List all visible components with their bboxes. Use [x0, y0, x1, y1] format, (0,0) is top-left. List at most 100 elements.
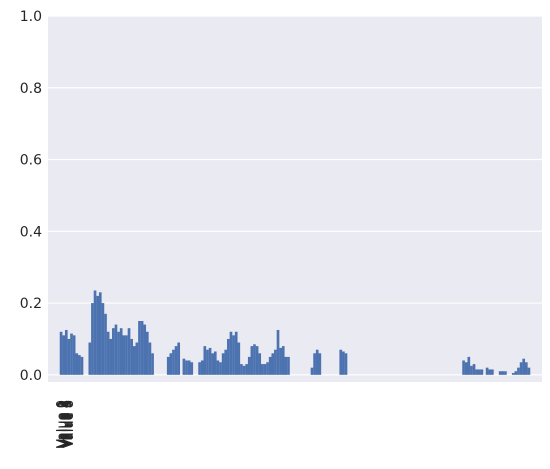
bar: [242, 365, 246, 375]
bar: [315, 349, 319, 375]
bar: [237, 342, 241, 375]
bar: [75, 353, 79, 375]
bar: [96, 295, 99, 375]
bar: [119, 328, 123, 375]
x-tick-label: Value 5: [60, 400, 75, 448]
x-tick-label: Value 4: [59, 400, 74, 448]
y-tick-label: 0.6: [20, 153, 42, 169]
bar: [240, 364, 243, 375]
bar: [221, 353, 225, 375]
bar: [501, 371, 505, 375]
bar: [313, 353, 316, 375]
y-tick-label: 1.0: [20, 9, 42, 25]
bar: [112, 328, 115, 375]
x-tick-label: Value 7: [61, 400, 76, 448]
bar: [88, 342, 92, 375]
bar: [274, 349, 277, 375]
bar: [135, 342, 139, 375]
bar: [318, 353, 322, 375]
bar: [527, 367, 531, 375]
bar: [203, 346, 207, 375]
bar: [200, 360, 204, 375]
bar: [169, 353, 173, 375]
bar: [475, 369, 478, 375]
bar: [172, 349, 175, 375]
bar: [281, 346, 285, 375]
x-tick-label: Value 3: [58, 400, 73, 448]
y-axis-ticks: 0.0 0.2 0.4 0.6 0.8 1.0: [20, 9, 42, 384]
bar: [208, 347, 212, 375]
y-tick-label: 0.0: [20, 368, 42, 384]
bar: [211, 353, 214, 375]
bar-series: [59, 290, 531, 375]
bar: [504, 371, 507, 375]
y-tick-label: 0.8: [20, 81, 42, 97]
bar: [62, 335, 66, 375]
bar: [106, 331, 110, 375]
bar: [182, 358, 186, 375]
bar: [213, 351, 217, 375]
bar: [177, 342, 181, 375]
bar: [166, 356, 170, 375]
bar: [342, 351, 345, 375]
bar: [247, 356, 251, 375]
bar: [151, 353, 154, 375]
bar: [122, 335, 126, 375]
bar: [140, 321, 144, 375]
plot-area: [48, 16, 542, 382]
bar: [519, 362, 523, 375]
bar: [511, 373, 515, 375]
bar: [472, 364, 476, 375]
bar: [93, 290, 97, 375]
bar: [271, 353, 275, 375]
bar: [72, 335, 76, 375]
bar: [101, 303, 105, 375]
bar: [245, 364, 248, 375]
bar: [470, 365, 473, 375]
x-tick-label: Value 1: [56, 400, 71, 448]
bar: [517, 367, 520, 375]
y-tick-label: 0.2: [20, 296, 42, 312]
bar: [190, 362, 194, 375]
bar: [234, 331, 238, 375]
bar: [261, 364, 264, 375]
bar: [185, 360, 188, 375]
bar: [522, 358, 526, 375]
bar: [198, 362, 201, 375]
bar: [268, 356, 272, 375]
x-tick-label: Value 8: [62, 400, 77, 448]
bar: [227, 338, 230, 375]
bar: [117, 331, 120, 375]
bar: [132, 346, 136, 375]
bar: [114, 324, 118, 375]
bar: [70, 333, 73, 375]
bar: [130, 338, 133, 375]
x-tick-label: Value 6: [60, 400, 75, 448]
bar: [279, 347, 282, 375]
bar: [514, 371, 518, 375]
bar: [258, 353, 262, 375]
bar: [59, 331, 63, 375]
bar: [187, 360, 191, 375]
bar: [127, 328, 131, 375]
bar: [138, 321, 141, 375]
bar: [480, 369, 484, 375]
bar: [78, 355, 81, 375]
bar: [224, 349, 228, 375]
bar: [524, 362, 528, 375]
bar: [287, 356, 290, 375]
bar: [216, 360, 220, 375]
bar: [339, 349, 343, 375]
bar: [64, 329, 68, 375]
bar: [174, 346, 178, 375]
bar: [67, 338, 71, 375]
bar: [206, 349, 209, 375]
bar: [229, 331, 233, 375]
bar: [477, 369, 481, 375]
bar: [145, 331, 149, 375]
bar: [219, 362, 222, 375]
bar: [310, 367, 314, 375]
bar: [232, 335, 235, 375]
